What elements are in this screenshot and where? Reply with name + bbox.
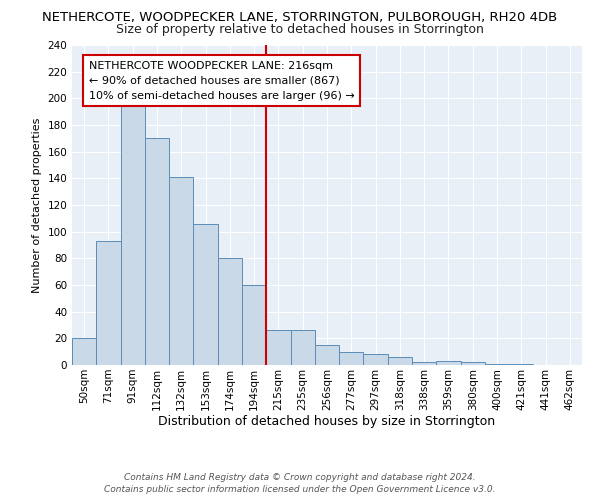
Bar xyxy=(193,224,218,365)
Text: Size of property relative to detached houses in Storrington: Size of property relative to detached ho… xyxy=(116,22,484,36)
Bar xyxy=(266,330,290,365)
Bar xyxy=(145,138,169,365)
Bar xyxy=(436,361,461,365)
Bar xyxy=(509,364,533,365)
Text: Contains HM Land Registry data © Crown copyright and database right 2024.
Contai: Contains HM Land Registry data © Crown c… xyxy=(104,472,496,494)
Bar xyxy=(169,177,193,365)
Bar xyxy=(485,364,509,365)
Bar xyxy=(461,362,485,365)
Bar xyxy=(315,345,339,365)
Bar xyxy=(121,98,145,365)
Bar xyxy=(339,352,364,365)
Text: NETHERCOTE WOODPECKER LANE: 216sqm
← 90% of detached houses are smaller (867)
10: NETHERCOTE WOODPECKER LANE: 216sqm ← 90%… xyxy=(89,61,355,100)
Y-axis label: Number of detached properties: Number of detached properties xyxy=(32,118,42,292)
Bar xyxy=(242,285,266,365)
Bar xyxy=(96,241,121,365)
Bar xyxy=(290,330,315,365)
Bar xyxy=(218,258,242,365)
Text: NETHERCOTE, WOODPECKER LANE, STORRINGTON, PULBOROUGH, RH20 4DB: NETHERCOTE, WOODPECKER LANE, STORRINGTON… xyxy=(43,11,557,24)
Bar xyxy=(412,362,436,365)
Bar xyxy=(364,354,388,365)
Bar xyxy=(72,338,96,365)
Bar xyxy=(388,357,412,365)
X-axis label: Distribution of detached houses by size in Storrington: Distribution of detached houses by size … xyxy=(158,416,496,428)
